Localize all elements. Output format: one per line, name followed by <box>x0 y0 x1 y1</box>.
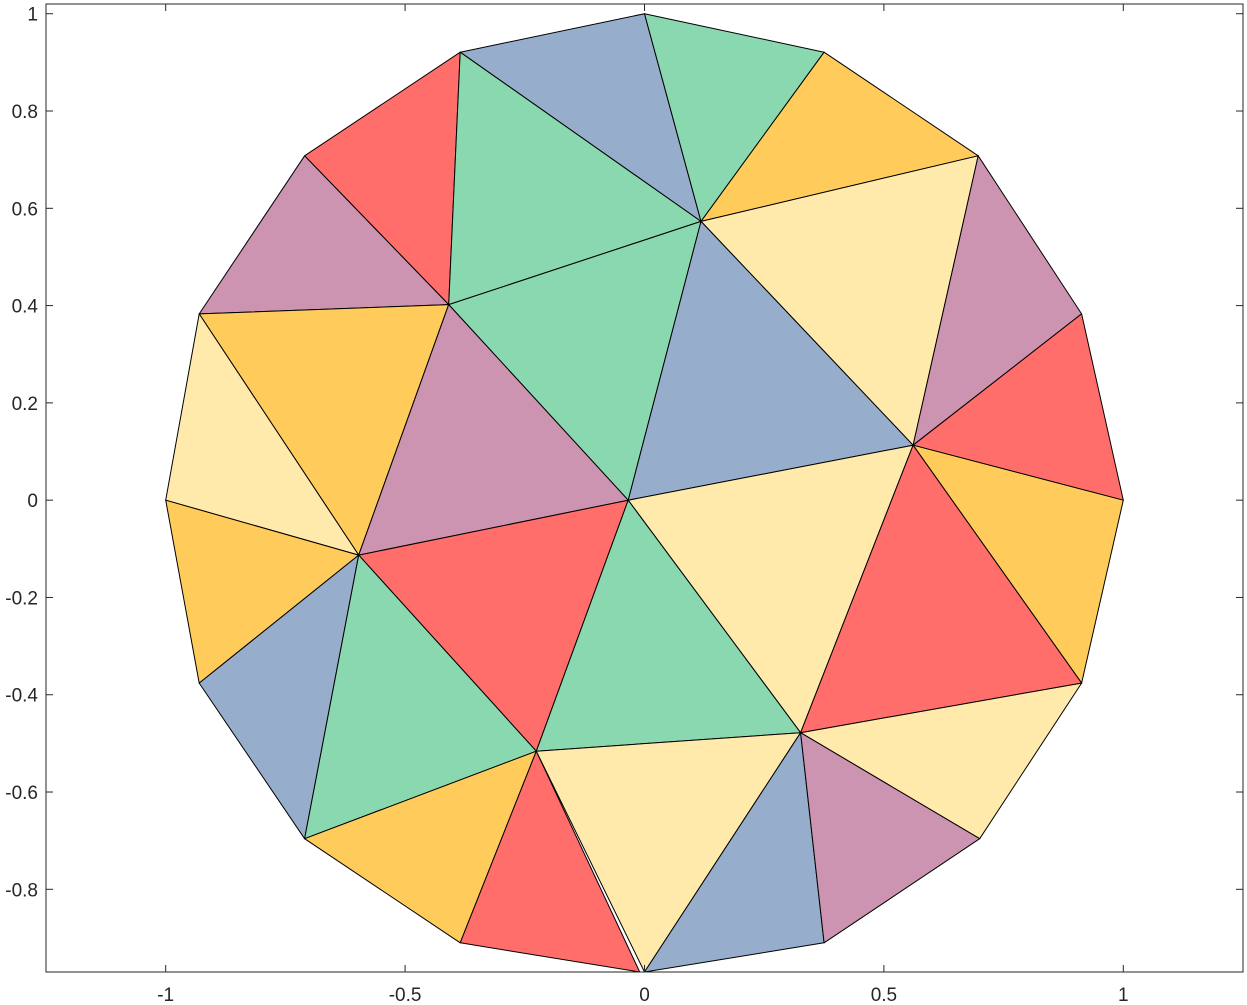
y-tick-label: -0.8 <box>5 880 38 901</box>
y-tick-label: 0 <box>27 491 38 512</box>
x-tick-label: 0.5 <box>871 985 897 1005</box>
tick-layer: -1 -0.5 0 0.5 1 1 0.8 0.6 0.4 0.2 0 -0.2 -0.4 -0.6 -0.… <box>5 4 1243 1005</box>
y-tick-label: -0.6 <box>5 783 38 804</box>
y-tick-label: 0.6 <box>12 199 38 220</box>
y-tick-label: 0.2 <box>12 394 38 415</box>
y-tick-label: 1 <box>27 5 38 26</box>
x-tick-label: -0.5 <box>389 985 422 1005</box>
x-tick-label: 0 <box>639 985 650 1005</box>
triangle-27 <box>800 732 981 944</box>
y-tick-label: -0.4 <box>5 686 38 707</box>
x-tick-label: 1 <box>1118 985 1129 1005</box>
y-tick-label: 0.4 <box>12 297 39 318</box>
x-tick-label: -1 <box>157 985 174 1005</box>
y-tick-label: 0.8 <box>12 102 38 123</box>
triangle-24 <box>459 750 641 972</box>
y-tick-label: -0.2 <box>5 588 38 609</box>
triangle-layer <box>165 13 1124 972</box>
